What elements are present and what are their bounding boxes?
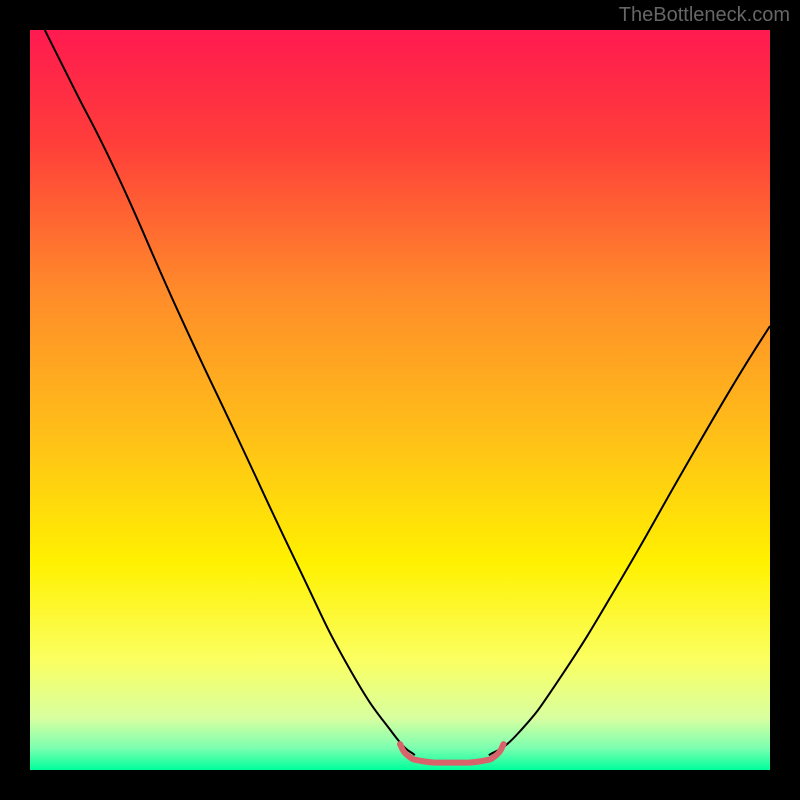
watermark-text: TheBottleneck.com [619, 4, 790, 27]
plot-area [30, 30, 770, 770]
chart-svg [0, 0, 800, 800]
chart-container: TheBottleneck.com [0, 0, 800, 800]
